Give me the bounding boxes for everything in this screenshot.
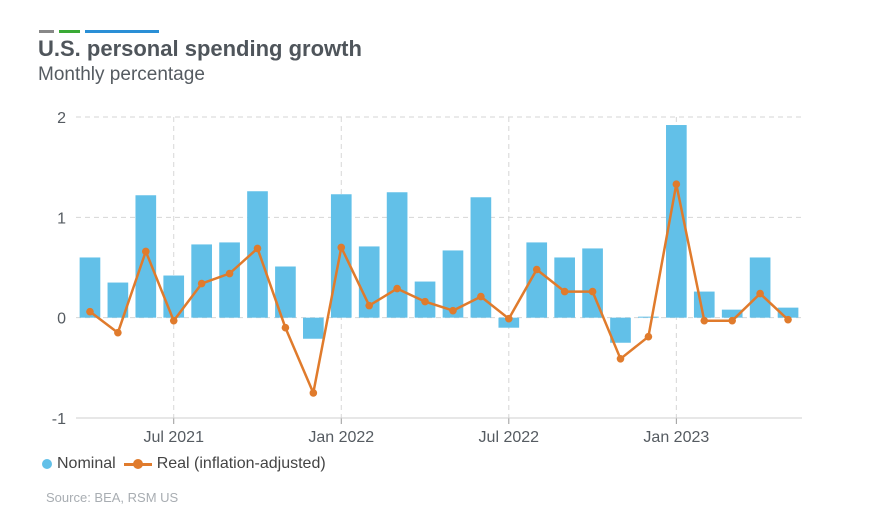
bar-nominal <box>693 291 715 318</box>
legend-real-label: Real (inflation-adjusted) <box>156 455 326 472</box>
point-real <box>309 389 318 397</box>
bar-nominal <box>554 257 575 318</box>
line-real <box>89 182 789 395</box>
point-real <box>532 265 541 274</box>
point-real <box>253 244 262 253</box>
bar-nominal <box>358 246 380 318</box>
bar-nominal <box>721 309 743 318</box>
point-real <box>700 316 709 325</box>
bar-nominal <box>107 282 129 318</box>
point-real <box>114 328 122 337</box>
bar-nominal <box>610 317 631 343</box>
point-real <box>86 307 94 316</box>
bar-nominal <box>135 195 157 318</box>
x-tick-label: Jul 2022 <box>479 429 540 446</box>
y-tick-label: 2 <box>57 110 66 127</box>
point-real <box>672 180 681 189</box>
header-accent-bar-blue <box>85 30 159 33</box>
source-note: Source: BEA, RSM US <box>46 490 179 505</box>
y-tick-label: 0 <box>57 311 66 328</box>
point-real <box>449 306 457 315</box>
bar-nominal <box>749 257 771 318</box>
x-tick-label: Jan 2022 <box>308 429 374 446</box>
point-real <box>142 247 150 256</box>
point-real <box>393 284 401 293</box>
point-real <box>588 287 597 296</box>
legend-nominal-swatch <box>42 459 52 469</box>
bar-nominal <box>470 197 492 318</box>
point-real <box>225 269 234 278</box>
bar-nominal <box>582 248 603 318</box>
header-accent-bar-green <box>59 30 80 33</box>
bar-nominal <box>219 242 240 318</box>
legend-nominal-label: Nominal <box>57 455 116 472</box>
bar-nominal <box>330 194 352 318</box>
point-real <box>560 287 569 296</box>
bar-nominal <box>275 266 296 318</box>
point-real <box>616 355 625 363</box>
point-real <box>756 289 764 298</box>
bar-nominal <box>386 192 408 318</box>
bar-nominal <box>777 307 799 318</box>
bar-nominal <box>526 242 548 318</box>
chart-title: U.S. personal spending growth <box>38 36 362 61</box>
chart-legend: Nominal Real (inflation-adjusted) <box>42 455 326 473</box>
y-tick-label: -1 <box>52 411 66 428</box>
point-real <box>197 279 206 288</box>
point-real <box>281 323 290 332</box>
point-real <box>644 332 653 341</box>
y-tick-label: 1 <box>57 210 66 227</box>
bar-nominal <box>303 317 324 339</box>
header-accent-bar-gray <box>39 30 54 33</box>
bar-nominal <box>498 317 520 328</box>
x-tick-label: Jan 2023 <box>643 429 709 446</box>
bar-nominal <box>247 191 268 318</box>
bar-nominal <box>638 316 659 318</box>
chart-subtitle: Monthly percentage <box>38 64 205 85</box>
point-real <box>477 292 485 301</box>
bar-nominal <box>442 250 464 318</box>
legend-real-swatch <box>123 459 152 469</box>
point-real <box>365 301 373 310</box>
bar-nominal <box>666 125 687 318</box>
point-real <box>169 316 178 325</box>
bar-nominal <box>79 257 101 318</box>
point-real <box>784 315 792 324</box>
point-real <box>505 314 513 323</box>
point-real <box>421 297 429 306</box>
point-real <box>728 316 736 325</box>
x-tick-label: Jul 2021 <box>143 429 204 446</box>
point-real <box>337 243 346 252</box>
